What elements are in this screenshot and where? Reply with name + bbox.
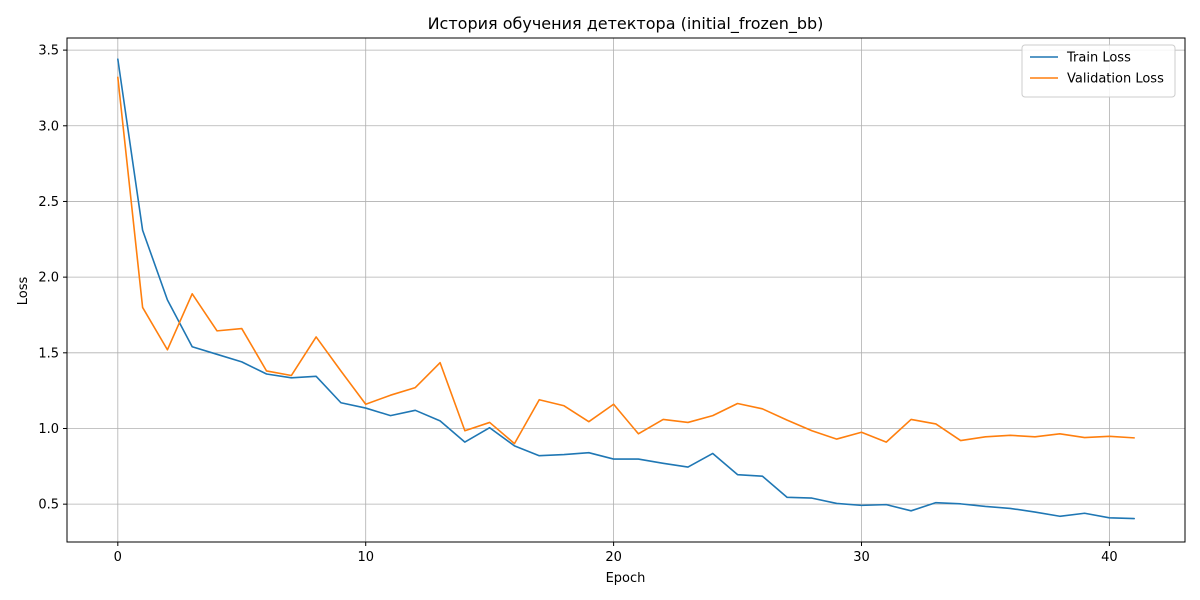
x-axis-label: Epoch <box>606 571 646 586</box>
series-line-train-loss <box>117 58 1135 520</box>
grid-layer <box>67 38 1185 542</box>
x-tick-label: 40 <box>1101 550 1118 565</box>
x-tick-label: 0 <box>114 550 122 565</box>
plot-frame <box>66 37 1186 543</box>
x-tick-label: 30 <box>853 550 870 565</box>
y-tick-label: 0.5 <box>38 498 59 513</box>
x-tick-label: 10 <box>357 550 374 565</box>
series-line-validation-loss <box>117 76 1135 445</box>
x-tick-label: 20 <box>605 550 622 565</box>
y-tick-label: 2.0 <box>38 271 59 286</box>
y-tick-label: 3.5 <box>38 44 59 59</box>
series-layer <box>117 58 1135 520</box>
legend-box <box>1021 44 1176 98</box>
y-tick-label: 2.5 <box>38 195 59 210</box>
legend: Train Loss Validation Loss <box>1021 44 1176 98</box>
y-tick-label: 3.0 <box>38 119 59 134</box>
legend-label: Train Loss <box>1066 51 1131 66</box>
y-tick-label: 1.0 <box>38 422 59 437</box>
y-axis-label: Loss <box>16 277 31 306</box>
chart-title: История обучения детектора (initial_froz… <box>428 14 824 34</box>
tick-layer: 0 10 20 30 40 0.5 1.0 1.5 2.0 2.5 3.0 3.5 <box>38 44 1117 565</box>
y-tick-label: 1.5 <box>38 346 59 361</box>
legend-label: Validation Loss <box>1067 72 1164 87</box>
